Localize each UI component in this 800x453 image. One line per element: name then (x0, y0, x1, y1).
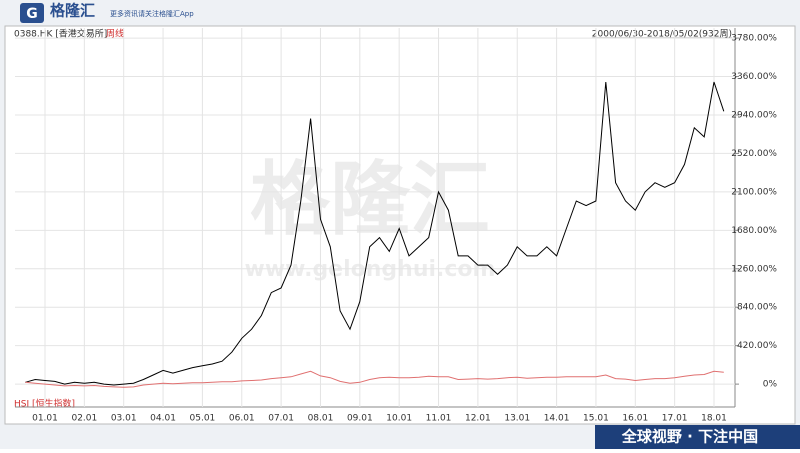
slogan: 全球视野 · 下注中国 (621, 428, 758, 446)
x-tick-label: 16.01 (622, 414, 648, 424)
x-tick-label: 05.01 (190, 414, 216, 424)
x-tick-label: 10.01 (386, 414, 412, 424)
watermark: 格隆汇 (250, 153, 490, 246)
y-tick-label: 2940.00% (731, 110, 777, 120)
x-tick-label: 02.01 (71, 414, 97, 424)
x-tick-label: 01.01 (32, 414, 58, 424)
y-tick-label: 0% (763, 380, 778, 390)
y-tick-label: 840.00% (737, 303, 777, 313)
x-tick-label: 14.01 (544, 414, 570, 424)
date-range: 2000/06/30-2018/05/02(932周) (592, 29, 732, 40)
panel (4, 25, 796, 425)
logo-mark (20, 3, 44, 23)
footer-bar (595, 425, 800, 449)
y-tick-label: 1260.00% (731, 264, 777, 274)
period: 周线 (106, 28, 124, 40)
x-tick-label: 12.01 (465, 414, 491, 424)
y-tick-label: 2100.00% (731, 187, 777, 197)
series-line (25, 370, 724, 388)
y-tick-label: 3360.00% (731, 72, 777, 82)
x-tick-label: 03.01 (111, 414, 137, 424)
x-tick-label: 07.01 (268, 414, 294, 424)
logo: 格隆汇 (50, 2, 95, 20)
series-line (25, 81, 725, 386)
x-tick-label: 08.01 (308, 414, 334, 424)
tagline: 更多资讯请关注格隆汇App (110, 9, 194, 18)
logo-letter: G (26, 6, 38, 22)
y-tick-label: 420.00% (737, 341, 777, 351)
x-tick-label: 11.01 (426, 414, 452, 424)
x-tick-label: 06.01 (229, 414, 255, 424)
y-tick-label: 3780.00% (731, 34, 777, 44)
y-tick-label: 2520.00% (731, 149, 777, 159)
y-tick-label: 1680.00% (731, 226, 777, 236)
x-tick-label: 18.01 (701, 414, 727, 424)
x-tick-label: 17.01 (662, 414, 688, 424)
x-tick-label: 09.01 (347, 414, 373, 424)
watermark-url: www.gelonghui.com (245, 257, 496, 282)
x-tick-label: 04.01 (150, 414, 176, 424)
x-tick-label: 13.01 (504, 414, 530, 424)
x-tick-label: 15.01 (583, 414, 609, 424)
